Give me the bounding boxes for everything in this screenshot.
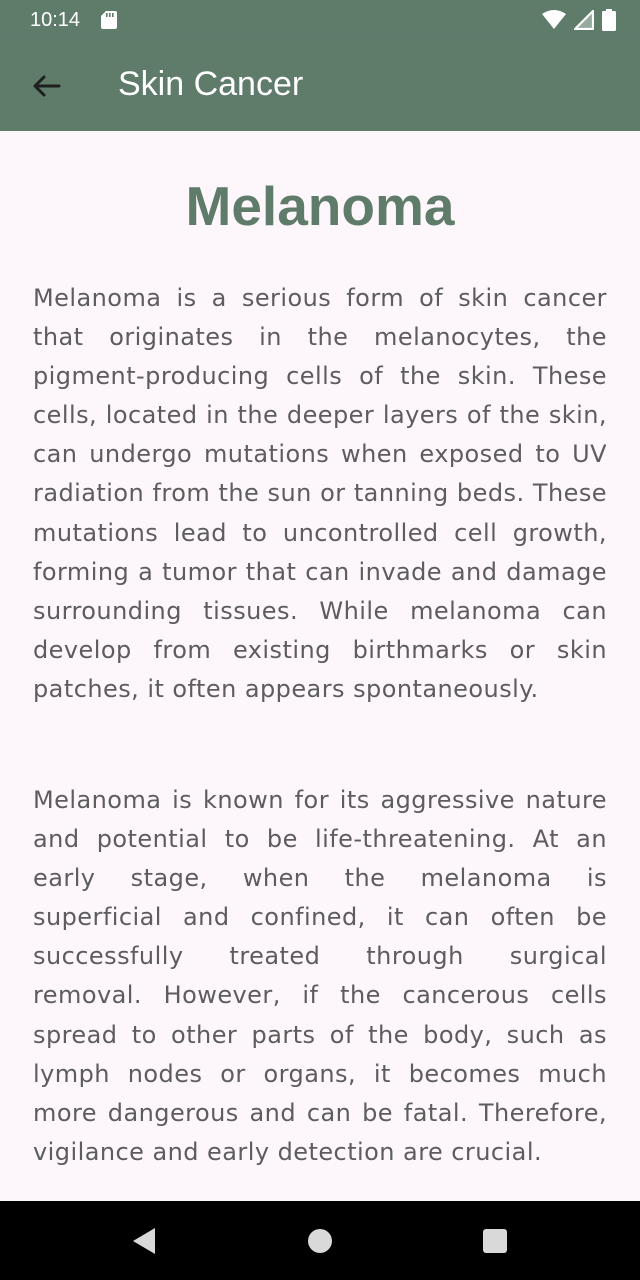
nav-recents-icon [483, 1229, 507, 1253]
nav-home-button[interactable] [300, 1221, 340, 1261]
wifi-icon [542, 10, 566, 29]
signal-icon [574, 10, 594, 30]
status-icons [542, 9, 616, 31]
article-paragraph-1: Melanoma is a serious form of skin cance… [33, 284, 607, 703]
article-content[interactable]: Melanoma Melanoma is a serious form of s… [0, 131, 640, 1201]
arrow-back-icon [33, 75, 61, 97]
nav-recents-button[interactable] [475, 1221, 515, 1261]
nav-back-button[interactable] [124, 1221, 164, 1261]
back-button[interactable] [22, 64, 70, 108]
nav-home-icon [308, 1229, 332, 1253]
nav-back-icon [133, 1228, 155, 1254]
status-bar: 10:14 [0, 0, 640, 40]
battery-icon [602, 9, 616, 31]
system-navigation-bar [0, 1201, 640, 1280]
app-bar: Skin Cancer [0, 40, 640, 131]
app-bar-title: Skin Cancer [118, 65, 304, 103]
article-title: Melanoma [185, 175, 455, 237]
status-time: 10:14 [30, 9, 81, 31]
article-paragraph-2: Melanoma is known for its aggressive nat… [33, 786, 607, 1166]
sd-card-icon [101, 11, 117, 29]
